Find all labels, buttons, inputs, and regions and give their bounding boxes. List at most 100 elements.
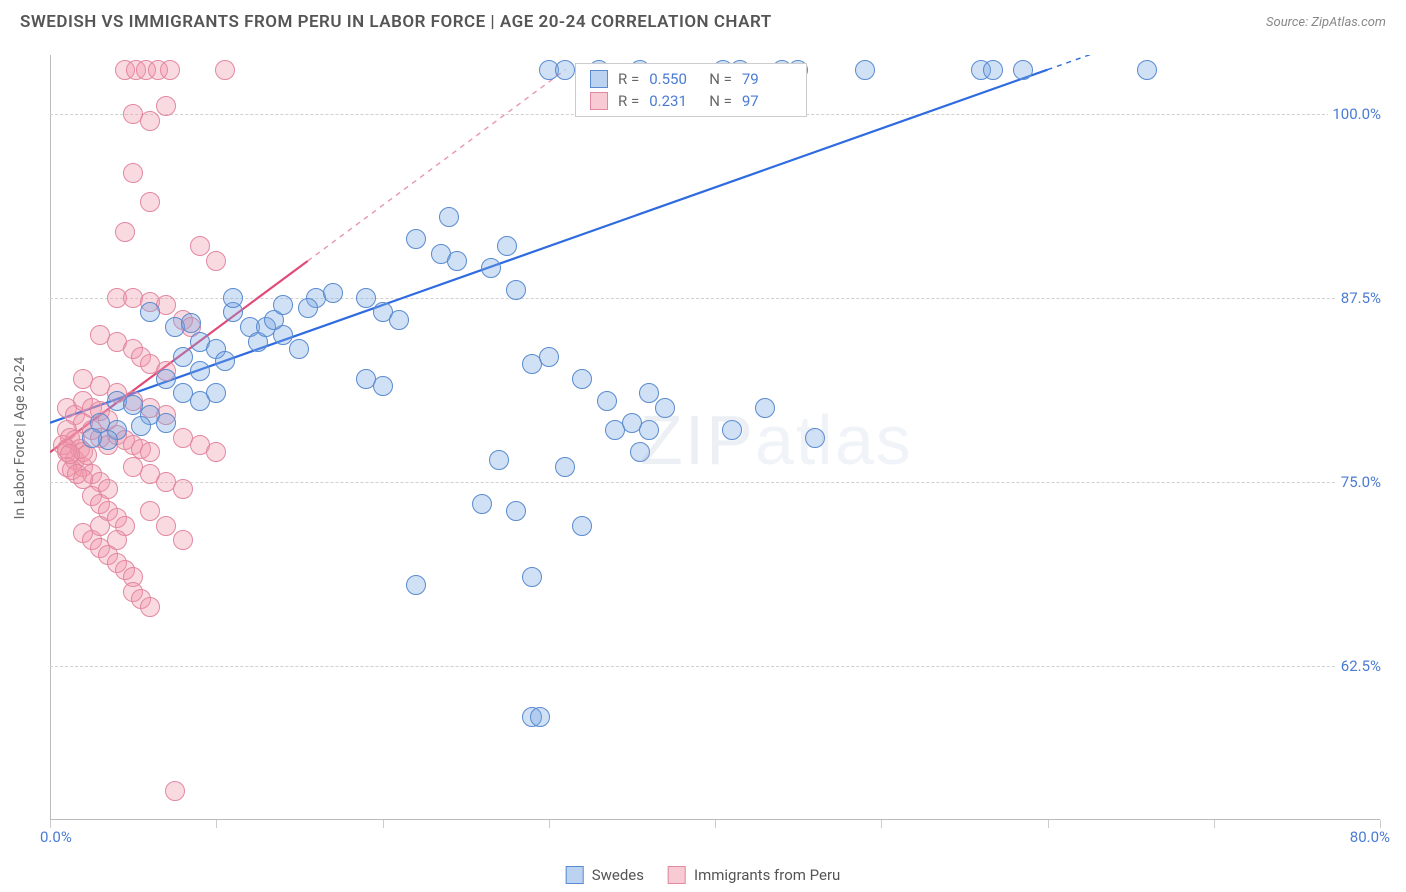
data-point <box>156 413 176 433</box>
x-tick <box>1214 820 1215 828</box>
stats-row: R =0.231N =97 <box>576 90 806 112</box>
x-tick <box>549 820 550 828</box>
data-point <box>572 369 592 389</box>
x-tick <box>216 820 217 828</box>
data-point <box>855 60 875 80</box>
r-label: R = <box>618 92 639 110</box>
gridline <box>50 666 1380 667</box>
stats-box: R =0.550N =79R =0.231N =97 <box>575 63 807 117</box>
gridline <box>50 482 1380 483</box>
data-point <box>555 457 575 477</box>
data-point <box>140 302 160 322</box>
data-point <box>223 288 243 308</box>
data-point <box>298 298 318 318</box>
data-point <box>630 442 650 462</box>
data-point <box>131 416 151 436</box>
x-tick <box>50 820 51 828</box>
data-point <box>1013 60 1033 80</box>
data-point <box>140 192 160 212</box>
data-point <box>447 251 467 271</box>
legend-label: Immigrants from Peru <box>694 866 840 884</box>
chart-title: SWEDISH VS IMMIGRANTS FROM PERU IN LABOR… <box>20 12 772 32</box>
data-point <box>156 96 176 116</box>
data-point <box>156 369 176 389</box>
data-point <box>489 450 509 470</box>
data-point <box>506 501 526 521</box>
data-point <box>181 313 201 333</box>
data-point <box>530 707 550 727</box>
data-point <box>98 430 118 450</box>
data-point <box>639 383 659 403</box>
title-bar: SWEDISH VS IMMIGRANTS FROM PERU IN LABOR… <box>0 0 1406 40</box>
data-point <box>722 420 742 440</box>
trend-lines <box>50 55 1380 820</box>
x-tick <box>881 820 882 828</box>
x-tick <box>383 820 384 828</box>
data-point <box>506 280 526 300</box>
data-point <box>190 236 210 256</box>
data-point <box>206 442 226 462</box>
data-point <box>983 60 1003 80</box>
x-tick <box>1048 820 1049 828</box>
data-point <box>123 163 143 183</box>
data-point <box>140 442 160 462</box>
y-axis-title: In Labor Force | Age 20-24 <box>12 356 28 519</box>
stats-row: R =0.550N =79 <box>576 68 806 90</box>
n-label: N = <box>709 92 732 110</box>
legend-label: Swedes <box>592 866 644 884</box>
data-point <box>273 295 293 315</box>
x-tick <box>715 820 716 828</box>
y-axis <box>50 55 51 820</box>
data-point <box>160 60 180 80</box>
x-tick <box>1380 820 1381 828</box>
scatter-plot: 62.5%75.0%87.5%100.0%R =0.550N =79R =0.2… <box>50 55 1380 820</box>
series-swatch <box>590 70 608 88</box>
y-tick-label: 100.0% <box>1328 105 1385 123</box>
data-point <box>190 361 210 381</box>
data-point <box>356 288 376 308</box>
data-point <box>173 530 193 550</box>
r-label: R = <box>618 70 639 88</box>
data-point <box>805 428 825 448</box>
data-point <box>406 229 426 249</box>
legend-swatch <box>668 866 686 884</box>
chart-area: 62.5%75.0%87.5%100.0%R =0.550N =79R =0.2… <box>50 55 1380 820</box>
data-point <box>140 111 160 131</box>
data-point <box>373 376 393 396</box>
data-point <box>639 420 659 440</box>
data-point <box>206 251 226 271</box>
data-point <box>389 310 409 330</box>
data-point <box>140 501 160 521</box>
data-point <box>289 339 309 359</box>
data-point <box>597 391 617 411</box>
data-point <box>165 781 185 801</box>
data-point <box>439 207 459 227</box>
data-point <box>481 258 501 278</box>
data-point <box>655 398 675 418</box>
data-point <box>60 444 80 464</box>
data-point <box>215 60 235 80</box>
y-tick-label: 62.5% <box>1337 657 1385 675</box>
legend-item: Swedes <box>566 866 644 884</box>
legend-item: Immigrants from Peru <box>668 866 840 884</box>
n-label: N = <box>709 70 732 88</box>
data-point <box>173 479 193 499</box>
data-point <box>140 597 160 617</box>
x-axis-max-label: 80.0% <box>1350 828 1390 846</box>
y-tick-label: 75.0% <box>1337 473 1385 491</box>
data-point <box>156 516 176 536</box>
n-value: 79 <box>742 70 792 88</box>
data-point <box>215 351 235 371</box>
data-point <box>497 236 517 256</box>
legend-swatch <box>566 866 584 884</box>
y-tick-label: 87.5% <box>1337 289 1385 307</box>
r-value: 0.231 <box>649 92 699 110</box>
data-point <box>90 516 110 536</box>
data-point <box>107 530 127 550</box>
data-point <box>555 60 575 80</box>
data-point <box>605 420 625 440</box>
data-point <box>1137 60 1157 80</box>
x-axis-min-label: 0.0% <box>40 828 72 846</box>
source-attribution: Source: ZipAtlas.com <box>1266 15 1386 30</box>
legend: Swedes Immigrants from Peru <box>566 866 841 884</box>
